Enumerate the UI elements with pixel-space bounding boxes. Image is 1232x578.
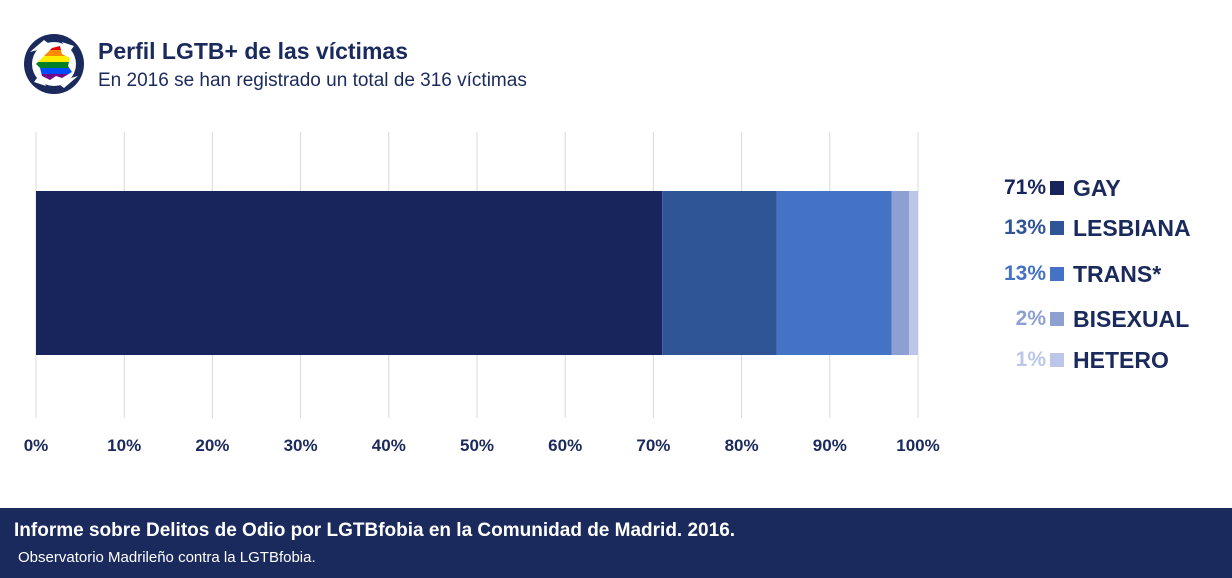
legend-pct: 71% (1003, 176, 1046, 199)
legend-label: HETERO (1073, 346, 1169, 373)
legend-label: LESBIANA (1073, 214, 1191, 241)
stacked-bar-chart: 0% 10% 20% 30% 40% 50% 60% 70% 80% 90% 100% (24, 132, 940, 455)
legend-swatch (1050, 267, 1064, 281)
footer-subtitle: Observatorio Madrileño contra la LGTBfob… (18, 549, 316, 566)
x-tick-label: 70% (636, 436, 670, 455)
footer-banner: Informe sobre Delitos de Odio por LGTBfo… (0, 508, 1232, 578)
x-tick-label: 50% (460, 436, 494, 455)
legend-item-hetero: 1% HETERO (960, 344, 1169, 376)
x-tick-label: 40% (372, 436, 406, 455)
x-tick-label: 30% (284, 436, 318, 455)
legend-swatch (1050, 312, 1064, 326)
legend-item-trans: 13% TRANS* (960, 258, 1161, 290)
bar-segment-lesbiana (662, 191, 777, 355)
legend-item-gay: 71% GAY (960, 172, 1121, 204)
legend-swatch (1050, 181, 1064, 195)
x-tick-label: 10% (107, 436, 141, 455)
bar-segment-hetero (909, 191, 918, 355)
legend-pct: 13% (1003, 262, 1046, 285)
chart-title: Perfil LGTB+ de las víctimas (98, 38, 408, 64)
x-tick-label: 20% (195, 436, 229, 455)
madrid-rainbow-map-logo (24, 34, 84, 94)
bar-segment-trans (776, 191, 892, 355)
x-tick-label: 60% (548, 436, 582, 455)
legend-swatch (1050, 353, 1064, 367)
bar-segment-bisexual (891, 191, 910, 355)
legend-pct: 13% (1003, 216, 1046, 239)
legend-label: TRANS* (1073, 260, 1162, 287)
x-tick-label: 100% (896, 436, 939, 455)
legend-label: GAY (1073, 174, 1121, 201)
legend-label: BISEXUAL (1073, 305, 1190, 332)
legend-item-lesbiana: 13% LESBIANA (960, 212, 1191, 244)
legend-swatch (1050, 221, 1064, 235)
legend-item-bisexual: 2% BISEXUAL (960, 303, 1190, 335)
x-tick-label: 0% (24, 436, 49, 455)
legend-pct: 2% (1015, 307, 1046, 330)
chart-subtitle: En 2016 se han registrado un total de 31… (98, 70, 527, 91)
bar-segment-gay (36, 191, 663, 355)
footer-title: Informe sobre Delitos de Odio por LGTBfo… (14, 520, 736, 541)
x-tick-label: 80% (725, 436, 759, 455)
x-tick-label: 90% (813, 436, 847, 455)
legend-pct: 1% (1015, 348, 1046, 371)
